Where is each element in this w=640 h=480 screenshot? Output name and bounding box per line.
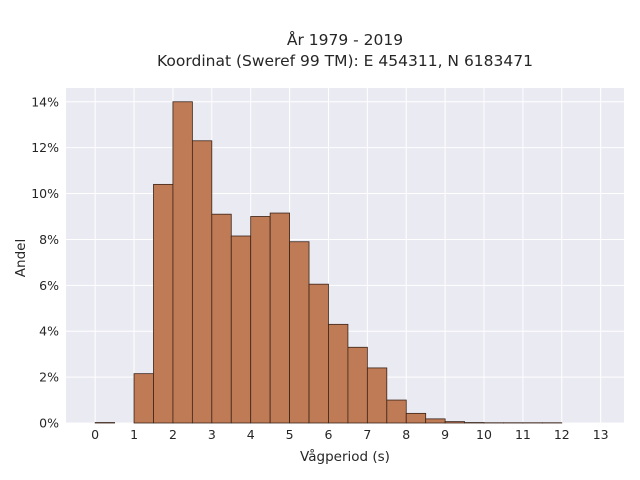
x-tick-label: 6 [324, 427, 332, 442]
x-axis-label: Vågperiod (s) [300, 448, 390, 465]
x-tick-label: 3 [208, 427, 216, 442]
x-tick-label: 8 [402, 427, 410, 442]
y-tick-label: 6% [39, 278, 59, 293]
x-tick-label: 11 [515, 427, 531, 442]
histogram-bar-10 [289, 241, 310, 424]
y-tick-label: 8% [39, 232, 59, 247]
x-tick-label: 5 [286, 427, 294, 442]
histogram-bar-12 [328, 323, 349, 424]
histogram-bar-2 [133, 373, 154, 424]
histogram-bar-11 [308, 283, 329, 424]
y-tick-label: 12% [31, 140, 59, 155]
histogram-bar-8 [250, 216, 271, 424]
x-axis-ticks: 0 1 2 3 4 5 6 7 8 9 10 11 12 13 [91, 427, 608, 442]
x-tick-label: 9 [441, 427, 449, 442]
y-tick-label: 2% [39, 370, 59, 385]
histogram-bar-4 [172, 101, 193, 424]
y-tick-label: 14% [31, 94, 59, 109]
x-tick-label: 12 [554, 427, 570, 442]
x-tick-label: 10 [476, 427, 492, 442]
histogram-bar-7 [230, 235, 252, 424]
histogram-bar-17 [425, 418, 446, 424]
chart-title-line-1: År 1979 - 2019 [287, 30, 403, 49]
y-axis-ticks: 0% 2% 4% 6% 8% 10% 12% 14% [31, 94, 59, 430]
x-tick-label: 0 [91, 427, 99, 442]
histogram-bar-3 [153, 183, 174, 424]
histogram-bar-14 [366, 367, 388, 424]
y-tick-label: 4% [39, 324, 59, 339]
histogram-bar-16 [405, 412, 427, 424]
chart-title-line-2: Koordinat (Sweref 99 TM): E 454311, N 61… [157, 52, 533, 70]
x-tick-label: 13 [593, 427, 609, 442]
x-tick-label: 7 [363, 427, 371, 442]
y-tick-label: 10% [31, 186, 59, 201]
x-tick-label: 4 [247, 427, 255, 442]
y-tick-label: 0% [39, 416, 59, 431]
x-tick-label: 1 [130, 427, 138, 442]
histogram-bar-5 [191, 140, 213, 424]
bars [94, 101, 563, 424]
y-axis-label: Andel [13, 239, 29, 277]
histogram-bar-18 [444, 421, 465, 424]
x-tick-label: 2 [169, 427, 177, 442]
histogram-bar-9 [269, 212, 290, 424]
histogram-bar-6 [211, 213, 232, 424]
histogram-bar-15 [386, 399, 407, 424]
histogram-bar-13 [347, 346, 368, 424]
